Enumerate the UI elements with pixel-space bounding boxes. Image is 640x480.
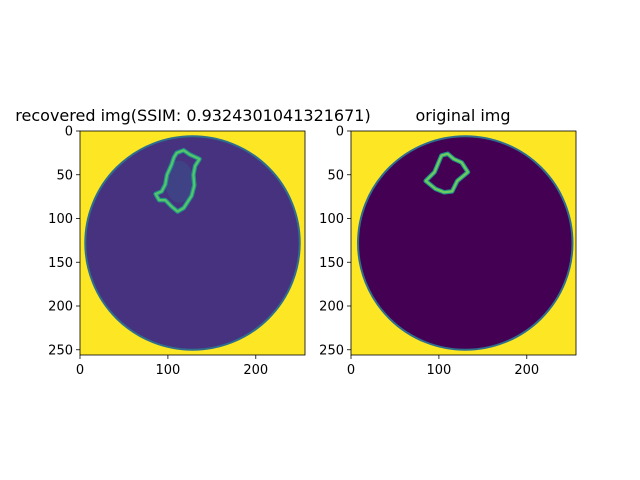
original-image-panel: original img 0 100 200 0 50 100 150 200 250 xyxy=(319,106,577,378)
original-image-y-tick-label: 0 xyxy=(336,125,344,140)
recovered-image-frame xyxy=(79,130,306,356)
recovered-image-region-fill xyxy=(165,160,194,203)
original-image-x-axis: 0 100 200 xyxy=(347,355,539,378)
recovered-image-x-tick-label: 0 xyxy=(76,363,84,378)
original-image-x-tick-label: 0 xyxy=(347,363,355,378)
original-image-x-tick-label: 200 xyxy=(514,363,539,378)
original-image-x-tick-label: 100 xyxy=(426,363,451,378)
original-image-y-tick-label: 250 xyxy=(319,343,344,358)
recovered-image-y-tick-label: 0 xyxy=(65,125,73,140)
original-image-y-axis: 0 50 100 150 200 250 xyxy=(319,125,351,358)
recovered-image-title: recovered img(SSIM: 0.9324301041321671) xyxy=(15,106,370,125)
recovered-image-y-tick-label: 100 xyxy=(48,212,73,227)
recovered-image-x-axis: 0 100 200 xyxy=(76,355,268,378)
recovered-image-x-tick-label: 200 xyxy=(243,363,268,378)
recovered-image-y-tick-label: 50 xyxy=(56,168,73,183)
recovered-image-region-outline xyxy=(154,149,201,213)
original-image-disk xyxy=(357,135,574,351)
original-image-y-tick-label: 50 xyxy=(327,168,344,183)
recovered-image-x-tick-label: 100 xyxy=(155,363,180,378)
recovered-image-y-axis: 0 50 100 150 200 250 xyxy=(48,125,80,358)
recovered-image-disk xyxy=(84,135,301,351)
original-image-y-tick-label: 200 xyxy=(319,300,344,315)
recovered-image-panel: recovered img(SSIM: 0.9324301041321671) … xyxy=(15,106,370,378)
original-image-frame xyxy=(350,130,577,356)
recovered-image-y-tick-label: 250 xyxy=(48,343,73,358)
recovered-image-y-tick-label: 150 xyxy=(48,256,73,271)
recovered-image-y-tick-label: 200 xyxy=(48,300,73,315)
original-image-title: original img xyxy=(415,106,510,125)
original-image-region-outline xyxy=(424,152,469,194)
original-image-y-tick-label: 100 xyxy=(319,212,344,227)
original-image-y-tick-label: 150 xyxy=(319,256,344,271)
